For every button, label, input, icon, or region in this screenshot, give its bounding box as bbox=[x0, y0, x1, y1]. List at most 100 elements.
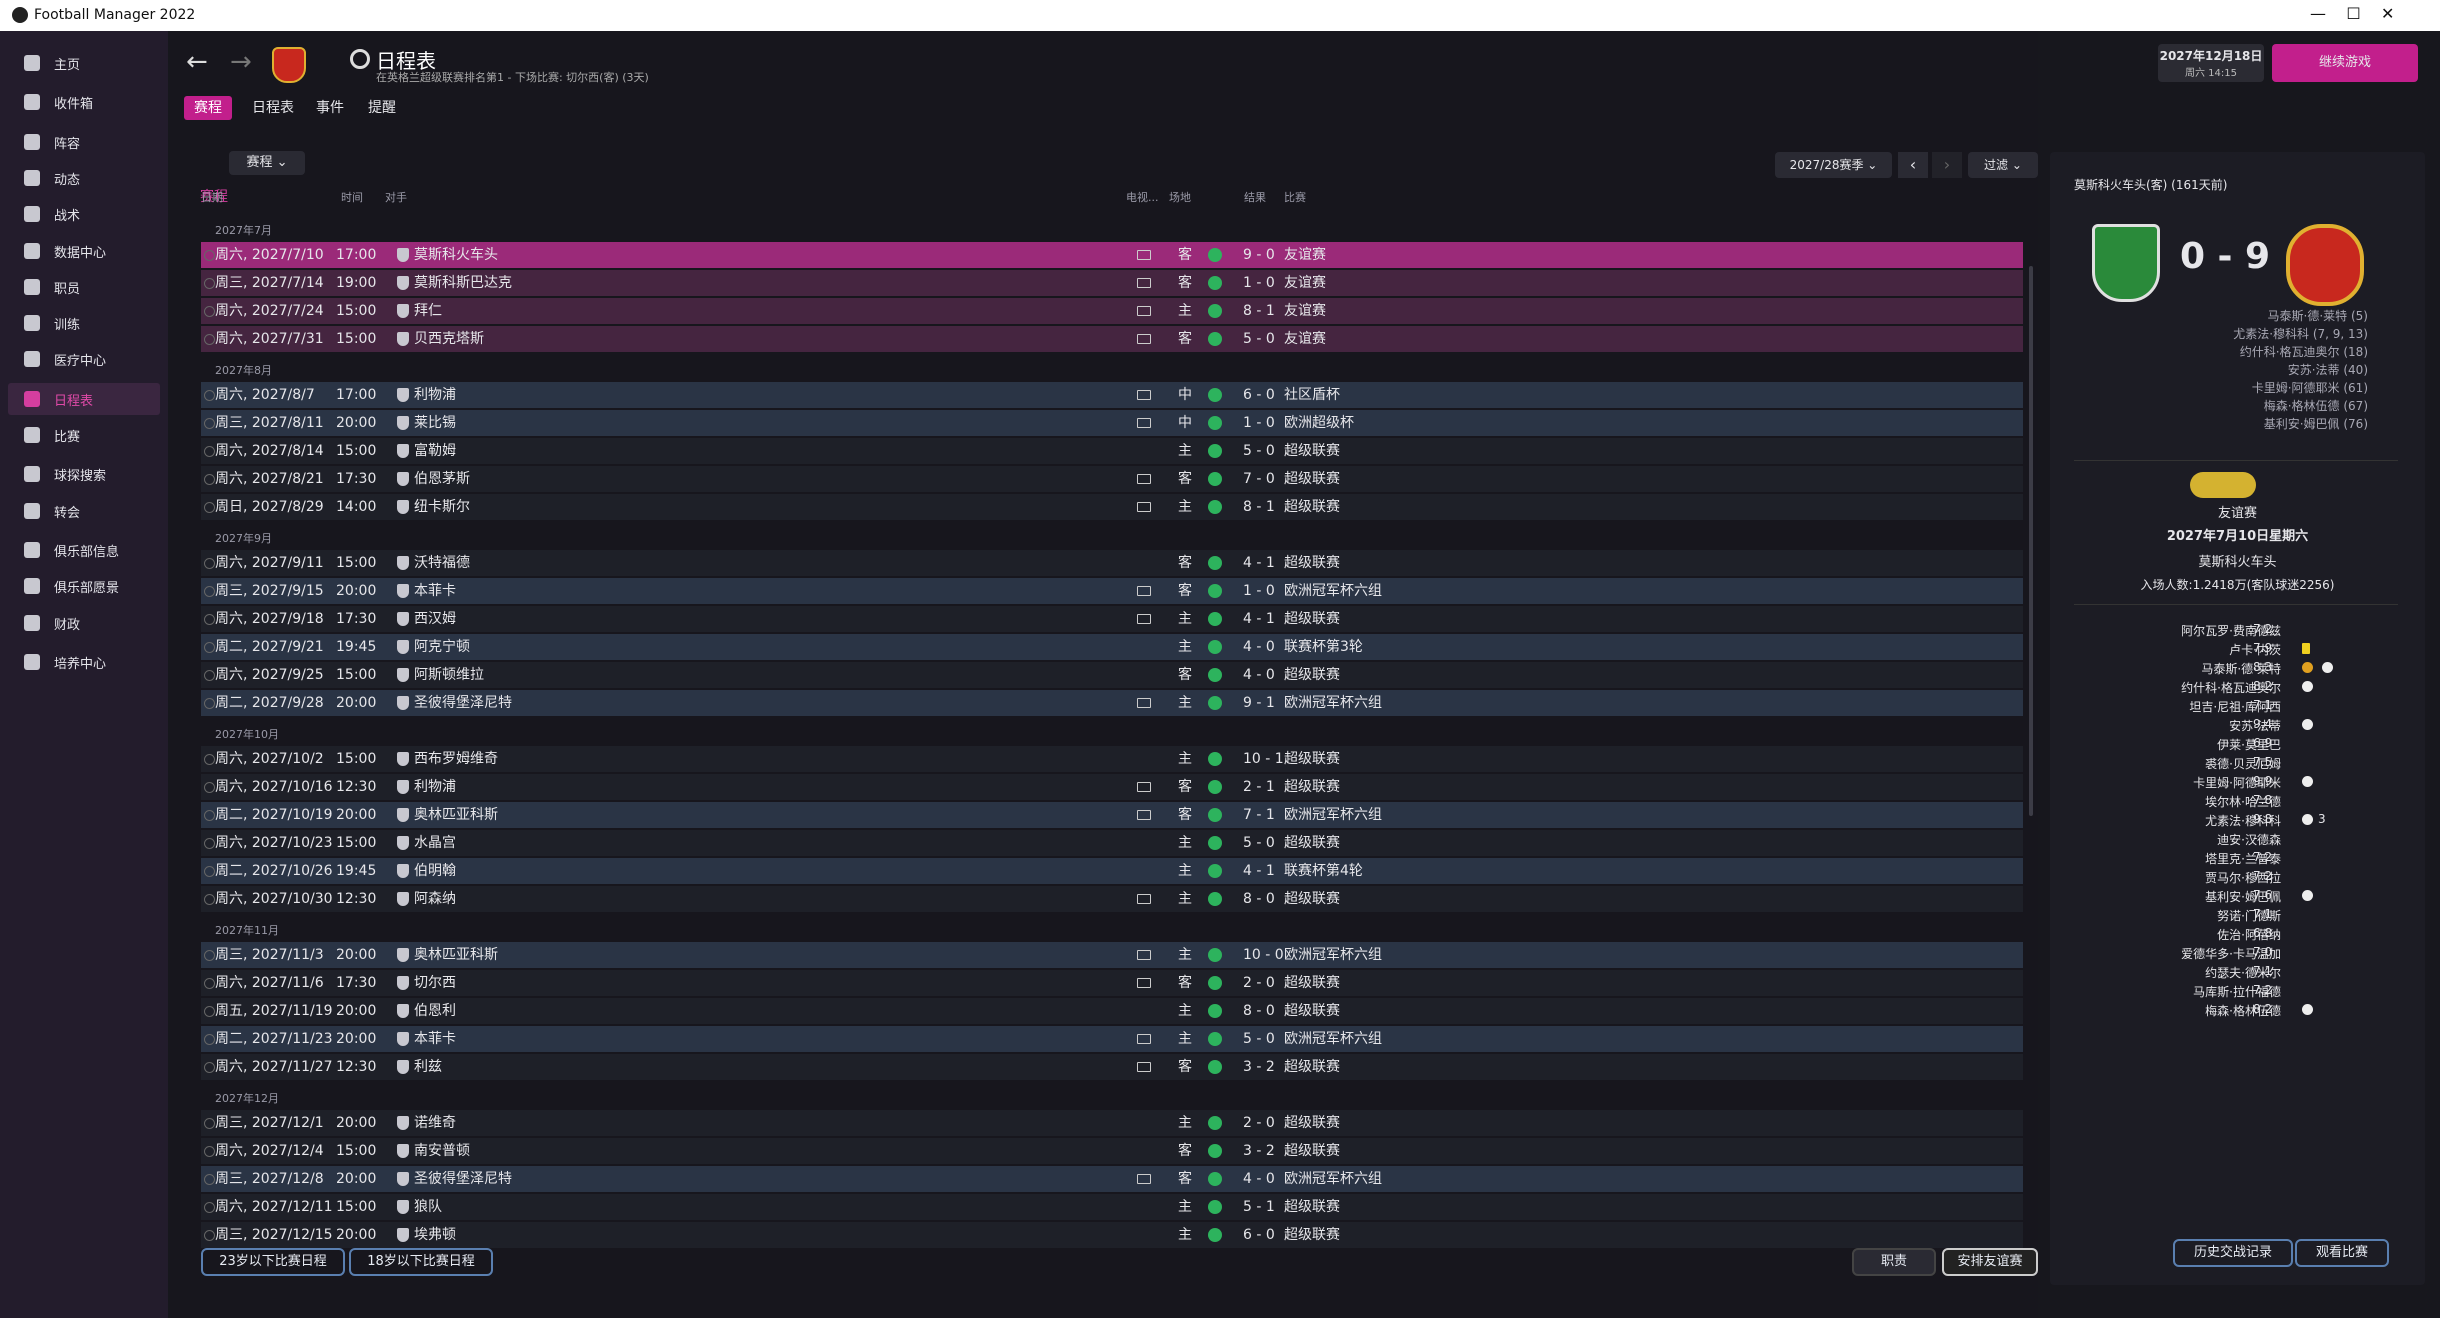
fixture-row[interactable]: 周二, 2027/11/23 20:00 本菲卡 主 5 - 0 欧洲冠军杯六组 bbox=[201, 1026, 2023, 1052]
team-badge bbox=[397, 864, 409, 878]
fixture-row[interactable]: 周六, 2027/10/2 15:00 西布罗姆维奇 主 10 - 1 超级联赛 bbox=[201, 746, 2023, 772]
footer-button[interactable]: 18岁以下比赛日程 bbox=[349, 1248, 493, 1276]
season-dropdown[interactable]: 2027/28赛季 ⌄ bbox=[1775, 152, 1892, 178]
result-dot bbox=[1208, 1172, 1222, 1186]
fixture-row[interactable]: 周三, 2027/11/3 20:00 奥林匹亚科斯 主 10 - 0 欧洲冠军杯六组 bbox=[201, 942, 2023, 968]
tv-icon bbox=[1137, 950, 1151, 960]
fixture-row[interactable]: 周六, 2027/10/23 15:00 水晶宫 主 5 - 0 超级联赛 bbox=[201, 830, 2023, 856]
column-header[interactable]: 结果 bbox=[1244, 191, 1266, 204]
fixture-row[interactable]: 周六, 2027/10/16 12:30 利物浦 客 2 - 1 超级联赛 bbox=[201, 774, 2023, 800]
fixture-row[interactable]: 周三, 2027/9/15 20:00 本菲卡 客 1 - 0 欧洲冠军杯六组 bbox=[201, 578, 2023, 604]
result-dot bbox=[1208, 388, 1222, 402]
column-header[interactable]: 时间 bbox=[341, 191, 363, 204]
sidebar-item[interactable]: 转会 bbox=[8, 495, 160, 527]
continue-button[interactable]: 继续游戏 bbox=[2272, 44, 2418, 82]
fixture-row[interactable]: 周六, 2027/9/18 17:30 西汉姆 主 4 - 1 超级联赛 bbox=[201, 606, 2023, 632]
search-icon[interactable] bbox=[350, 49, 370, 69]
fixture-row[interactable]: 周六, 2027/9/11 15:00 沃特福德 客 4 - 1 超级联赛 bbox=[201, 550, 2023, 576]
sidebar-label: 转会 bbox=[54, 506, 81, 521]
fixture-row[interactable]: 周六, 2027/12/4 15:00 南安普顿 客 3 - 2 超级联赛 bbox=[201, 1138, 2023, 1164]
tv-icon bbox=[1137, 614, 1151, 624]
match-time: 19:00 bbox=[336, 275, 377, 291]
sidebar-item[interactable]: 主页 bbox=[8, 47, 160, 79]
home-crest[interactable] bbox=[2092, 224, 2160, 302]
column-header[interactable]: 日期 bbox=[201, 191, 223, 204]
filter-button[interactable]: 过滤 ⌄ bbox=[1968, 152, 2038, 178]
fixture-row[interactable]: 周六, 2027/9/25 15:00 阿斯顿维拉 客 4 - 0 超级联赛 bbox=[201, 662, 2023, 688]
fixture-row[interactable]: 周二, 2027/10/26 19:45 伯明翰 主 4 - 1 联赛杯第4轮 bbox=[201, 858, 2023, 884]
schedule-dropdown[interactable]: 赛程 ⌄ bbox=[229, 151, 305, 175]
fixture-row[interactable]: 周六, 2027/11/27 12:30 利兹 客 3 - 2 超级联赛 bbox=[201, 1054, 2023, 1080]
fixture-row[interactable]: 周三, 2027/12/8 20:00 圣彼得堡泽尼特 客 4 - 0 欧洲冠军杯六组 bbox=[201, 1166, 2023, 1192]
fixture-row[interactable]: 周六, 2027/10/30 12:30 阿森纳 主 8 - 0 超级联赛 bbox=[201, 886, 2023, 912]
competition: 欧洲冠军杯六组 bbox=[1284, 807, 1382, 823]
sidebar-item[interactable]: 比赛 bbox=[8, 419, 160, 451]
fixture-row[interactable]: 周五, 2027/11/19 20:00 伯恩利 主 8 - 0 超级联赛 bbox=[201, 998, 2023, 1024]
footer-button[interactable]: 职责 bbox=[1852, 1248, 1936, 1276]
sidebar-item[interactable]: 职员 bbox=[8, 271, 160, 303]
tv-icon bbox=[1137, 1062, 1151, 1072]
fixture-row[interactable]: 周三, 2027/12/1 20:00 诺维奇 主 2 - 0 超级联赛 bbox=[201, 1110, 2023, 1136]
tab[interactable]: 事件 bbox=[316, 100, 344, 116]
fixture-row[interactable]: 周日, 2027/8/29 14:00 纽卡斯尔 主 8 - 1 超级联赛 bbox=[201, 494, 2023, 520]
competition: 社区盾杯 bbox=[1284, 387, 1340, 403]
tv-icon bbox=[1137, 978, 1151, 988]
footer-button[interactable]: 23岁以下比赛日程 bbox=[201, 1248, 345, 1276]
sidebar-item[interactable]: 医疗中心 bbox=[8, 343, 160, 375]
forward-button[interactable]: → bbox=[230, 47, 252, 77]
fixture-row[interactable]: 周六, 2027/8/14 15:00 富勒姆 主 5 - 0 超级联赛 bbox=[201, 438, 2023, 464]
tab[interactable]: 日程表 bbox=[252, 100, 294, 116]
prev-button[interactable]: ‹ bbox=[1898, 152, 1928, 178]
result: 10 - 1 bbox=[1243, 751, 1284, 767]
fixture-row[interactable]: 周六, 2027/8/21 17:30 伯恩茅斯 客 7 - 0 超级联赛 bbox=[201, 466, 2023, 492]
club-crest[interactable] bbox=[272, 47, 306, 83]
away-crest[interactable] bbox=[2286, 224, 2364, 306]
sidebar-item[interactable]: 阵容 bbox=[8, 126, 160, 158]
fixture-row[interactable]: 周二, 2027/9/28 20:00 圣彼得堡泽尼特 主 9 - 1 欧洲冠军杯六组 bbox=[201, 690, 2023, 716]
fixture-row[interactable]: 周六, 2027/7/31 15:00 贝西克塔斯 客 5 - 0 友谊赛 bbox=[201, 326, 2023, 352]
fixture-row[interactable]: 周六, 2027/7/24 15:00 拜仁 主 8 - 1 友谊赛 bbox=[201, 298, 2023, 324]
sidebar-item[interactable]: 动态 bbox=[8, 162, 160, 194]
sidebar-label: 战术 bbox=[54, 209, 81, 224]
page-title: 日程表 bbox=[376, 49, 436, 73]
sidebar-item[interactable]: 俱乐部愿景 bbox=[8, 570, 160, 602]
next-button[interactable]: › bbox=[1932, 152, 1962, 178]
back-button[interactable]: ← bbox=[186, 47, 208, 77]
competition: 超级联赛 bbox=[1284, 1059, 1340, 1075]
fixture-row[interactable]: 周六, 2027/7/10 17:00 莫斯科火车头 客 9 - 0 友谊赛 bbox=[201, 242, 2023, 268]
sidebar-item[interactable]: 财政 bbox=[8, 607, 160, 639]
fixture-row[interactable]: 周六, 2027/12/11 15:00 狼队 主 5 - 1 超级联赛 bbox=[201, 1194, 2023, 1220]
panel-button[interactable]: 历史交战记录 bbox=[2173, 1239, 2293, 1267]
sidebar-item[interactable]: 战术 bbox=[8, 198, 160, 230]
column-header[interactable]: 对手 bbox=[385, 191, 407, 204]
window-controls[interactable]: — ☐ ✕ bbox=[2310, 4, 2395, 23]
result: 8 - 1 bbox=[1243, 499, 1275, 515]
sidebar-item[interactable]: 收件箱 bbox=[8, 86, 160, 118]
sidebar-item[interactable]: 日程表 bbox=[8, 383, 160, 415]
column-header[interactable]: 比赛 bbox=[1284, 191, 1306, 204]
footer-button[interactable]: 安排友谊赛 bbox=[1942, 1248, 2038, 1276]
opponent: 莱比锡 bbox=[414, 415, 456, 431]
scrollbar[interactable] bbox=[2029, 266, 2033, 816]
sidebar-item[interactable]: 俱乐部信息 bbox=[8, 534, 160, 566]
sidebar-item[interactable]: 球探搜索 bbox=[8, 458, 160, 490]
fixture-row[interactable]: 周六, 2027/8/7 17:00 利物浦 中 6 - 0 社区盾杯 bbox=[201, 382, 2023, 408]
result: 9 - 0 bbox=[1243, 247, 1275, 263]
sidebar-item[interactable]: 训练 bbox=[8, 307, 160, 339]
sidebar-item[interactable]: 数据中心 bbox=[8, 235, 160, 267]
panel-button[interactable]: 观看比赛 bbox=[2295, 1239, 2389, 1267]
sidebar-item[interactable]: 培养中心 bbox=[8, 646, 160, 678]
column-header[interactable]: 场地 bbox=[1169, 191, 1191, 204]
column-header[interactable]: 电视... bbox=[1126, 191, 1159, 204]
tab[interactable]: 提醒 bbox=[368, 100, 396, 116]
fixture-row[interactable]: 周六, 2027/11/6 17:30 切尔西 客 2 - 0 超级联赛 bbox=[201, 970, 2023, 996]
tab[interactable]: 赛程 bbox=[184, 96, 232, 120]
fixture-row[interactable]: 周二, 2027/10/19 20:00 奥林匹亚科斯 客 7 - 1 欧洲冠军杯六组 bbox=[201, 802, 2023, 828]
fixture-row[interactable]: 周三, 2027/7/14 19:00 莫斯科斯巴达克 客 1 - 0 友谊赛 bbox=[201, 270, 2023, 296]
match-date: 周六, 2027/10/2 bbox=[215, 751, 324, 767]
fixture-row[interactable]: 周二, 2027/9/21 19:45 阿克宁顿 主 4 - 0 联赛杯第3轮 bbox=[201, 634, 2023, 660]
fixture-row[interactable]: 周三, 2027/8/11 20:00 莱比锡 中 1 - 0 欧洲超级杯 bbox=[201, 410, 2023, 436]
fixture-row[interactable]: 周三, 2027/12/15 20:00 埃弗顿 主 6 - 0 超级联赛 bbox=[201, 1222, 2023, 1248]
result: 4 - 0 bbox=[1243, 667, 1275, 683]
match-date: 周六, 2027/7/10 bbox=[215, 247, 324, 263]
